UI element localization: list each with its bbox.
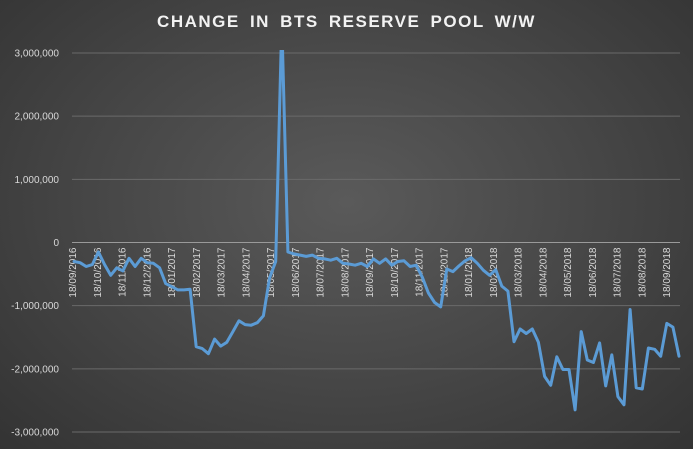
y-tick-label: 3,000,000 — [15, 49, 60, 60]
chart-title: CHANGE IN BTS RESERVE POOL W/W — [157, 12, 536, 31]
x-tick-label: 18/01/2018 — [464, 247, 475, 297]
y-axis-tick-labels: 3,000,000 2,000,000 1,000,000 0 -1,000,000 -2… — [11, 49, 59, 439]
x-tick-label: 18/09/2017 — [365, 247, 376, 297]
x-tick-label: 18/03/2018 — [514, 247, 525, 297]
y-tick-label: -2,000,000 — [11, 364, 59, 375]
x-tick-label: 18/01/2017 — [167, 247, 178, 297]
gridlines — [72, 52, 680, 433]
x-tick-label: 18/10/2017 — [390, 247, 401, 297]
x-tick-label: 18/10/2016 — [93, 247, 104, 297]
y-tick-label: 1,000,000 — [15, 175, 60, 186]
x-tick-label: 18/07/2018 — [613, 247, 624, 297]
series-layer — [72, 50, 681, 412]
x-tick-label: 18/04/2017 — [241, 247, 252, 297]
x-tick-label: 18/02/2017 — [192, 247, 203, 297]
y-tick-label: -3,000,000 — [11, 428, 59, 439]
x-tick-label: 18/05/2018 — [563, 247, 574, 297]
x-tick-label: 18/08/2017 — [340, 247, 351, 297]
y-tick-label: -1,000,000 — [11, 301, 59, 312]
x-tick-label: 18/03/2017 — [217, 247, 228, 297]
y-tick-label: 0 — [53, 238, 59, 249]
x-tick-label: 18/12/2016 — [142, 247, 153, 297]
x-tick-label: 18/08/2018 — [637, 247, 648, 297]
x-tick-label: 18/06/2017 — [291, 247, 302, 297]
x-tick-label: 18/07/2017 — [316, 247, 327, 297]
x-axis-tick-labels: 18/09/2016 18/10/2016 18/11/2016 18/12/2016… — [68, 247, 673, 297]
x-tick-label: 18/04/2018 — [538, 247, 549, 297]
series-line — [72, 50, 681, 412]
x-tick-label: 18/09/2018 — [662, 247, 673, 297]
x-tick-label: 18/09/2016 — [68, 247, 79, 297]
y-tick-label: 2,000,000 — [15, 112, 60, 123]
x-tick-label: 18/06/2018 — [588, 247, 599, 297]
